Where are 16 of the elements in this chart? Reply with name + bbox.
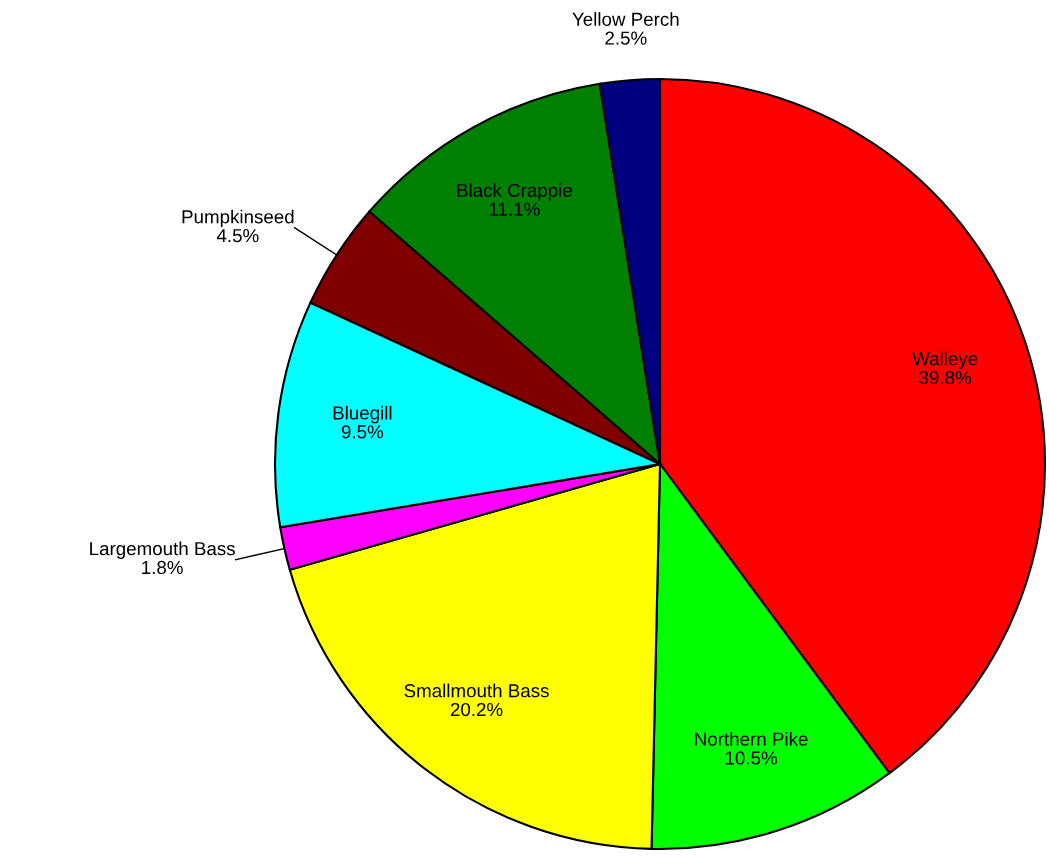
slice-label: Northern Pike [695,731,808,746]
slice-label: Yellow Perch [572,12,679,26]
slice-label: Walleye [912,351,978,370]
slice-label: Pumpkinseed [182,209,294,228]
data-label: 11.1% [489,202,540,216]
data-label: 20.2% [450,702,503,717]
slice-label: Largemouth Bass [90,541,235,559]
data-label: 9.5% [341,425,384,439]
slice-label: Bluegill [333,405,392,424]
data-label: 4.5% [216,229,259,243]
slice-label: Smallmouth Bass [404,683,549,698]
data-label: 1.8% [142,560,183,575]
data-label: 2.5% [605,31,647,45]
data-label: 39.8% [919,370,972,385]
slice-label: Black Crappie [457,183,572,201]
data-label: 10.5% [725,751,778,765]
